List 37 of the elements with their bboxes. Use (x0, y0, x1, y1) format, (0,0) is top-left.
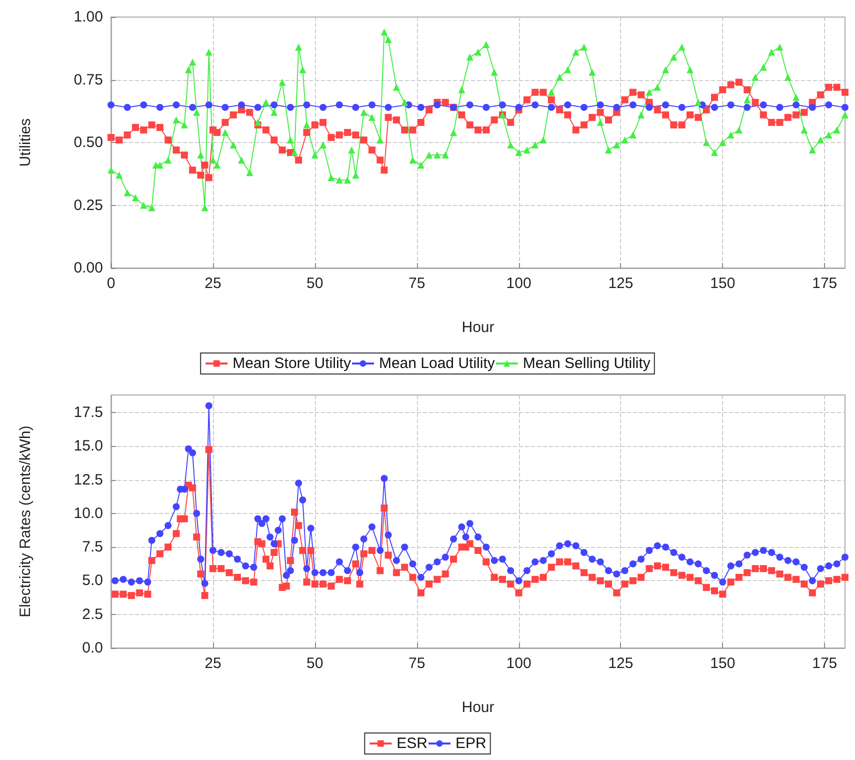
x-tick-label: 125 (608, 275, 634, 292)
x-tick-label: 75 (408, 655, 426, 672)
y-tick-label: 12.5 (74, 471, 103, 488)
x-tick-label: 175 (812, 655, 838, 672)
y-tick-label: 15.0 (74, 438, 103, 455)
x-tick-label: 150 (710, 655, 736, 672)
x-axis-title: Hour (462, 699, 494, 716)
x-tick-label: 100 (506, 655, 532, 672)
legend-label: Mean Load Utility (378, 355, 496, 372)
y-tick-label: 0.25 (74, 196, 103, 214)
x-tick-label: 100 (506, 275, 532, 292)
y-tick-label: 0.00 (74, 260, 103, 276)
x-tick-label: 25 (204, 275, 222, 292)
y-axis-title: Electricity Rates (cents/kWh) (17, 426, 34, 618)
y-tick-label: 0.0 (82, 640, 103, 656)
x-tick-label: 175 (812, 275, 838, 292)
y-tick-label: 0.75 (74, 71, 103, 88)
y-tick-label: 7.5 (82, 538, 103, 556)
legend-label: Mean Store Utility (232, 355, 352, 372)
y-tick-label: 10.0 (74, 504, 103, 522)
x-tick-label: 125 (608, 655, 634, 672)
legend-label: ESR (396, 735, 428, 752)
x-tick-label: 0 (106, 275, 116, 292)
y-tick-label: 5.0 (82, 572, 103, 590)
legend-label: Mean Selling Utility (522, 355, 651, 372)
x-axis-title: Hour (462, 319, 494, 336)
y-tick-label: 1.00 (74, 8, 103, 26)
x-tick-label: 25 (204, 655, 222, 672)
x-tick-label: 75 (408, 275, 426, 292)
x-tick-label: 150 (710, 275, 736, 292)
y-axis-title: Utilities (17, 118, 34, 167)
legend-label: EPR (456, 735, 487, 752)
y-tick-label: 17.5 (74, 404, 103, 421)
y-tick-label: 2.5 (82, 606, 103, 623)
x-tick-label: 50 (306, 275, 324, 292)
y-tick-label: 0.50 (74, 134, 103, 151)
x-tick-label: 50 (306, 655, 324, 672)
